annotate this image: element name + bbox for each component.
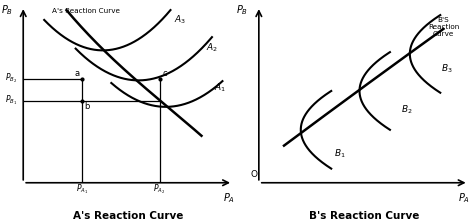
Text: $A_3$: $A_3$: [174, 13, 186, 26]
Text: $A_2$: $A_2$: [206, 41, 218, 54]
Text: c: c: [162, 69, 167, 78]
Text: $P_{B_2}$: $P_{B_2}$: [5, 72, 17, 85]
Text: B'S
Reaction
Curve: B'S Reaction Curve: [428, 17, 459, 37]
Text: O: O: [250, 170, 257, 180]
Text: $P_A$: $P_A$: [458, 192, 470, 205]
Text: A's Reaction Curve: A's Reaction Curve: [52, 8, 120, 14]
Text: $B_1$: $B_1$: [334, 147, 346, 160]
Text: $P_{A_1}$: $P_{A_1}$: [76, 183, 88, 196]
Text: $P_{A_2}$: $P_{A_2}$: [154, 183, 166, 196]
Text: $B_3$: $B_3$: [441, 62, 453, 75]
Text: $P_{B_1}$: $P_{B_1}$: [5, 94, 17, 107]
Text: A's Reaction Curve: A's Reaction Curve: [73, 211, 183, 221]
Text: $P_A$: $P_A$: [223, 192, 235, 205]
Text: $B_2$: $B_2$: [401, 103, 413, 116]
Text: B's Reaction Curve: B's Reaction Curve: [309, 211, 419, 221]
Text: $P_B$: $P_B$: [0, 3, 13, 17]
Text: $P_B$: $P_B$: [236, 3, 248, 17]
Text: b: b: [84, 102, 90, 111]
Text: a: a: [74, 69, 80, 78]
Text: $A_1$: $A_1$: [214, 82, 226, 95]
